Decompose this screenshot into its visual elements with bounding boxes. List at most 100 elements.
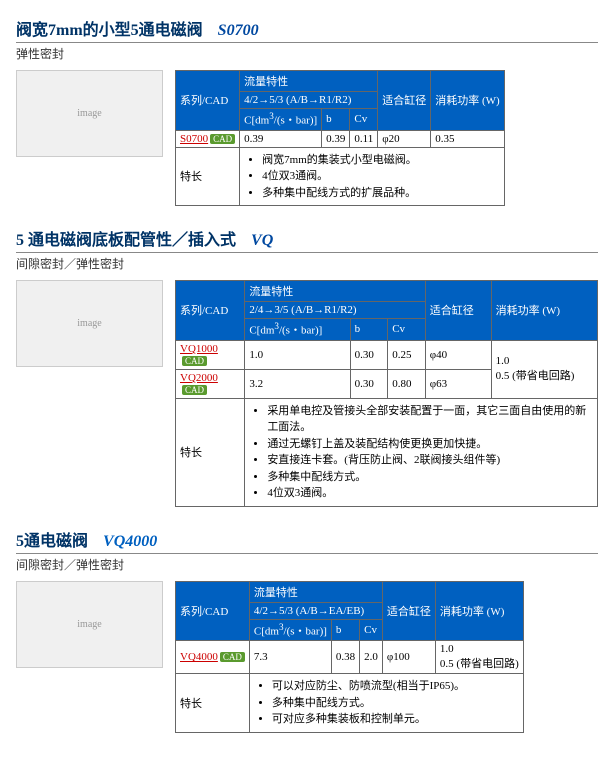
hdr-flow-sub: 4/2→5/3 (A/B→R1/R2) <box>240 92 378 109</box>
b-cell: 0.39 <box>322 130 350 147</box>
series-cell: VQ2000CAD <box>176 369 245 398</box>
c-cell: 3.2 <box>245 369 350 398</box>
cad-badge[interactable]: CAD <box>210 134 235 144</box>
feature-item: 可对应多种集装板和控制单元。 <box>272 711 519 728</box>
table-row: VQ1000CAD 1.0 0.30 0.25 φ40 1.0 0.5 (带省电… <box>176 340 598 369</box>
section-subtitle: 间隙密封／弹性密封 <box>16 255 598 272</box>
spec-table: 系列/CAD 流量特性 适合缸径 消耗功率 (W) 4/2→5/3 (A/B→E… <box>175 581 524 733</box>
feature-row: 特长 采用单电控及管接头全部安装配置于一面，其它三面自由使用的新工面法。通过无螺… <box>176 398 598 506</box>
feature-item: 阀宽7mm的集装式小型电磁阀。 <box>262 152 500 169</box>
product-image: image <box>16 581 163 668</box>
spec-table: 系列/CAD 流量特性 适合缸径 消耗功率 (W) 2/4→3/5 (A/B→R… <box>175 280 598 507</box>
feature-item: 多种集中配线方式。 <box>272 695 519 712</box>
hdr-fit: 适合缸径 <box>382 581 435 641</box>
section-title: 5 通电磁阀底板配管性／插入式 <box>16 232 236 249</box>
title-row: 5 通电磁阀底板配管性／插入式 VQ <box>16 226 598 253</box>
hdr-cv: Cv <box>388 319 426 341</box>
section-vq: 5 通电磁阀底板配管性／插入式 VQ 间隙密封／弹性密封 image 系列/CA… <box>16 226 598 507</box>
fit-cell: φ20 <box>378 130 431 147</box>
section-subtitle: 间隙密封／弹性密封 <box>16 556 598 573</box>
feature-item: 可以对应防尘、防喷流型(相当于IP65)。 <box>272 678 519 695</box>
hdr-b: b <box>350 319 388 341</box>
hdr-power: 消耗功率 (W) <box>491 281 597 341</box>
content-row: image 系列/CAD 流量特性 适合缸径 消耗功率 (W) 2/4→3/5 … <box>16 280 598 507</box>
hdr-cdms: C[dm3/(s・bar)] <box>249 619 331 641</box>
cv-cell: 0.25 <box>388 340 426 369</box>
series-link[interactable]: VQ1000 <box>180 343 218 355</box>
hdr-cdms: C[dm3/(s・bar)] <box>245 319 350 341</box>
hdr-cv: Cv <box>360 619 383 641</box>
title-row: 5通电磁阀 VQ4000 <box>16 527 598 554</box>
table-row: S0700CAD 0.39 0.39 0.11 φ20 0.35 <box>176 130 505 147</box>
b-cell: 0.38 <box>331 641 359 674</box>
b-cell: 0.30 <box>350 340 388 369</box>
pw-cell: 1.0 0.5 (带省电回路) <box>435 641 523 674</box>
hdr-cdms: C[dm3/(s・bar)] <box>240 109 322 131</box>
hdr-feat: 特长 <box>176 147 240 206</box>
hdr-flow-sub: 4/2→5/3 (A/B→EA/EB) <box>249 602 382 619</box>
hdr-cv: Cv <box>350 109 378 131</box>
hdr-series: 系列/CAD <box>176 281 245 341</box>
feature-item: 4位双3通阀。 <box>262 168 500 185</box>
section-model: VQ4000 <box>103 533 157 550</box>
feature-item: 采用单电控及管接头全部安装配置于一面，其它三面自由使用的新工面法。 <box>267 403 593 436</box>
section-title: 阀宽7mm的小型5通电磁阀 <box>16 22 203 39</box>
series-link[interactable]: S0700 <box>180 133 208 145</box>
hdr-flow: 流量特性 <box>245 281 425 302</box>
series-cell: VQ1000CAD <box>176 340 245 369</box>
series-link[interactable]: VQ4000 <box>180 651 218 663</box>
cad-badge[interactable]: CAD <box>182 356 207 366</box>
content-row: image 系列/CAD 流量特性 适合缸径 消耗功率 (W) 4/2→5/3 … <box>16 70 598 206</box>
b-cell: 0.30 <box>350 369 388 398</box>
hdr-fit: 适合缸径 <box>378 71 431 131</box>
product-image: image <box>16 70 163 157</box>
hdr-b: b <box>331 619 359 641</box>
section-model: VQ <box>251 232 273 249</box>
section-vq4000: 5通电磁阀 VQ4000 间隙密封／弹性密封 image 系列/CAD 流量特性… <box>16 527 598 733</box>
fit-cell: φ100 <box>382 641 435 674</box>
hdr-flow-sub: 2/4→3/5 (A/B→R1/R2) <box>245 302 425 319</box>
section-s0700: 阀宽7mm的小型5通电磁阀 S0700 弹性密封 image 系列/CAD 流量… <box>16 16 598 206</box>
hdr-feat: 特长 <box>176 398 245 506</box>
hdr-feat: 特长 <box>176 674 250 733</box>
fit-cell: φ63 <box>425 369 491 398</box>
feature-row: 特长 阀宽7mm的集装式小型电磁阀。4位双3通阀。多种集中配线方式的扩展品种。 <box>176 147 505 206</box>
cv-cell: 2.0 <box>360 641 383 674</box>
hdr-series: 系列/CAD <box>176 71 240 131</box>
hdr-power: 消耗功率 (W) <box>431 71 504 131</box>
product-image: image <box>16 280 163 367</box>
feature-cell: 可以对应防尘、防喷流型(相当于IP65)。多种集中配线方式。可对应多种集装板和控… <box>249 674 523 733</box>
feature-item: 安直接连卡套。(背压防止阀、2联阀接头组件等) <box>267 452 593 469</box>
feature-item: 多种集中配线方式。 <box>267 469 593 486</box>
hdr-flow: 流量特性 <box>249 581 382 602</box>
feature-cell: 采用单电控及管接头全部安装配置于一面，其它三面自由使用的新工面法。通过无螺钉上盖… <box>245 398 598 506</box>
feature-item: 通过无螺钉上盖及装配结构使更换更加快捷。 <box>267 436 593 453</box>
hdr-power: 消耗功率 (W) <box>435 581 523 641</box>
cv-cell: 0.11 <box>350 130 378 147</box>
fit-cell: φ40 <box>425 340 491 369</box>
spec-table: 系列/CAD 流量特性 适合缸径 消耗功率 (W) 4/2→5/3 (A/B→R… <box>175 70 505 206</box>
series-cell: VQ4000CAD <box>176 641 250 674</box>
section-model: S0700 <box>218 22 259 39</box>
content-row: image 系列/CAD 流量特性 适合缸径 消耗功率 (W) 4/2→5/3 … <box>16 581 598 733</box>
hdr-flow: 流量特性 <box>240 71 378 92</box>
cv-cell: 0.80 <box>388 369 426 398</box>
pw-cell: 0.35 <box>431 130 504 147</box>
hdr-fit: 适合缸径 <box>425 281 491 341</box>
cad-badge[interactable]: CAD <box>182 385 207 395</box>
series-link[interactable]: VQ2000 <box>180 372 218 384</box>
table-row: VQ4000CAD 7.3 0.38 2.0 φ100 1.0 0.5 (带省电… <box>176 641 524 674</box>
c-cell: 7.3 <box>249 641 331 674</box>
feature-cell: 阀宽7mm的集装式小型电磁阀。4位双3通阀。多种集中配线方式的扩展品种。 <box>240 147 505 206</box>
c-cell: 1.0 <box>245 340 350 369</box>
hdr-b: b <box>322 109 350 131</box>
cad-badge[interactable]: CAD <box>220 652 245 662</box>
series-cell: S0700CAD <box>176 130 240 147</box>
title-row: 阀宽7mm的小型5通电磁阀 S0700 <box>16 16 598 43</box>
section-subtitle: 弹性密封 <box>16 45 598 62</box>
hdr-series: 系列/CAD <box>176 581 250 641</box>
feature-item: 4位双3通阀。 <box>267 485 593 502</box>
feature-row: 特长 可以对应防尘、防喷流型(相当于IP65)。多种集中配线方式。可对应多种集装… <box>176 674 524 733</box>
pw-cell: 1.0 0.5 (带省电回路) <box>491 340 597 398</box>
section-title: 5通电磁阀 <box>16 533 88 550</box>
